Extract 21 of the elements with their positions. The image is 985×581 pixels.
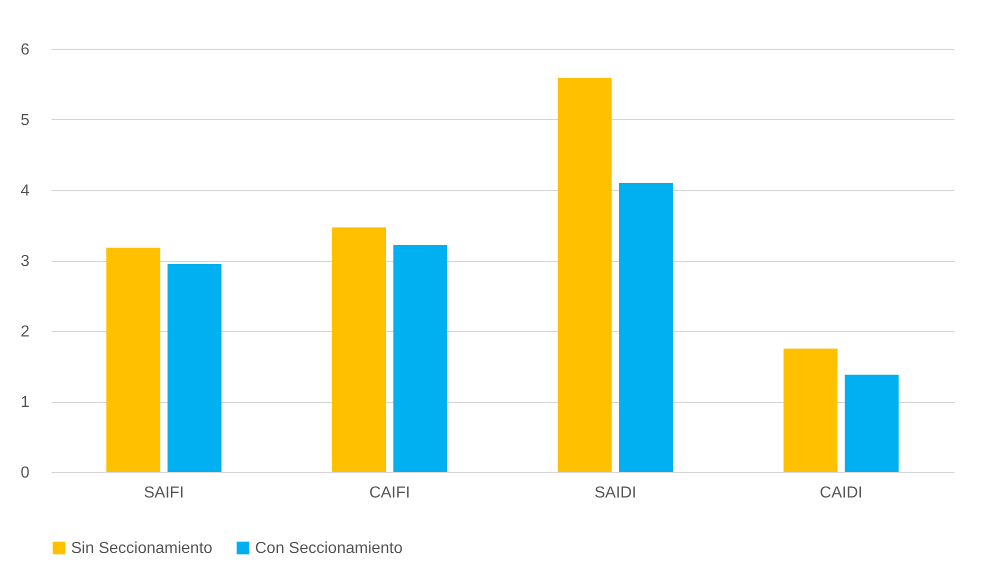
bar — [784, 348, 838, 472]
bar — [106, 248, 160, 472]
y-tick-label: 6 — [20, 42, 30, 58]
x-tick-label: CAIDI — [820, 484, 862, 502]
bar — [619, 182, 673, 472]
x-tick-label: SAIFI — [144, 484, 184, 502]
bar — [332, 227, 386, 472]
y-tick-label: 3 — [20, 253, 30, 270]
bar — [168, 264, 222, 472]
y-tick-label: 2 — [20, 324, 30, 340]
y-tick-label: 0 — [20, 464, 30, 482]
bar — [393, 244, 448, 472]
x-tick-label: CAIFI — [369, 484, 410, 502]
y-tick-label: 5 — [20, 112, 30, 129]
bar — [558, 78, 612, 472]
legend-label: Con Seccionamiento — [255, 540, 403, 557]
y-tick-label: 1 — [20, 394, 30, 411]
x-tick-label: SAIDI — [594, 484, 636, 502]
legend-label: Sin Seccionamiento — [71, 540, 213, 557]
y-tick-label: 4 — [20, 182, 30, 200]
bar — [844, 374, 899, 472]
